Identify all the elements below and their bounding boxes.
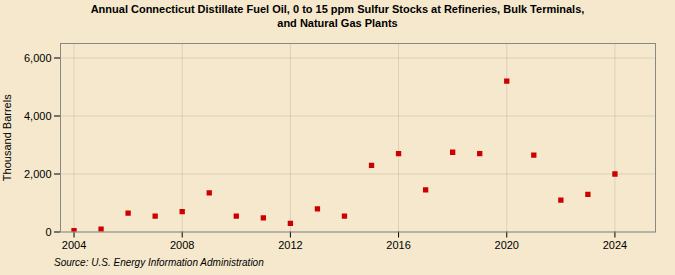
- svg-text:2012: 2012: [278, 238, 302, 250]
- svg-text:2020: 2020: [495, 238, 519, 250]
- html-text:Source: U.S. Energy Informatio: Source: U.S. Energy Information Administ…: [54, 257, 264, 268]
- svg-text:2,000: 2,000: [24, 167, 52, 179]
- svg-text:6,000: 6,000: [24, 51, 52, 63]
- svg-text:Thousand Barrels: Thousand Barrels: [1, 93, 13, 180]
- svg-text:2016: 2016: [386, 238, 410, 250]
- html-text:Annual Connecticut Distillate: Annual Connecticut Distillate Fuel Oil, …: [90, 3, 585, 29]
- svg-text:0: 0: [45, 225, 51, 237]
- svg-text:4,000: 4,000: [24, 109, 52, 121]
- svg-text:2024: 2024: [603, 238, 627, 250]
- svg-text:2008: 2008: [170, 238, 194, 250]
- svg-text:2004: 2004: [62, 238, 86, 250]
